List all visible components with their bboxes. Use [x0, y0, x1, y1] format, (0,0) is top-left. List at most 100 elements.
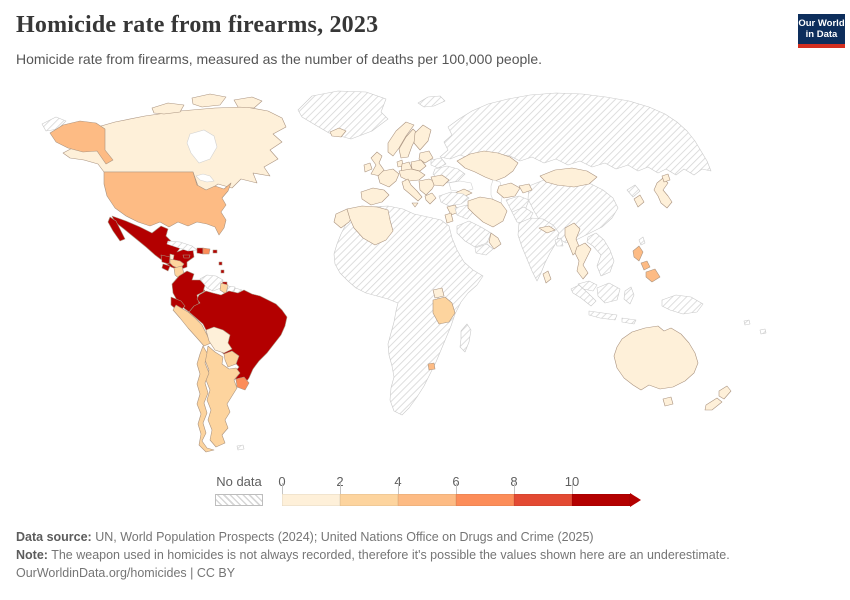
- country-kyrgyzstan[interactable]: [518, 183, 533, 194]
- country-russia[interactable]: [439, 92, 712, 176]
- legend-segment-4-6[interactable]: [398, 494, 456, 506]
- country-japan-hokkaido[interactable]: [661, 173, 671, 183]
- country-central-europe[interactable]: [398, 168, 426, 182]
- country-jamaica[interactable]: [182, 254, 191, 259]
- legend-tickmark: [572, 483, 573, 494]
- legend-segment-10plus[interactable]: [572, 494, 630, 506]
- country-sri-lanka[interactable]: [542, 270, 552, 284]
- country-japan[interactable]: [653, 177, 673, 209]
- country-greenland[interactable]: [297, 90, 389, 140]
- country-guatemala[interactable]: [160, 254, 171, 265]
- country-norway[interactable]: [387, 121, 415, 157]
- legend-arrow: [630, 493, 641, 507]
- legend-segment-6-8[interactable]: [456, 494, 514, 506]
- country-uruguay[interactable]: [235, 376, 250, 391]
- country-new-guinea[interactable]: [661, 294, 704, 315]
- country-philippines[interactable]: [632, 245, 644, 262]
- country-indonesia-lesser-sunda[interactable]: [621, 317, 637, 325]
- legend-tick-0: 0: [278, 474, 286, 489]
- legend-tick-2: 2: [336, 474, 344, 489]
- country-balkans[interactable]: [418, 178, 437, 196]
- country-pacific-islands[interactable]: [759, 328, 767, 335]
- country-france[interactable]: [377, 168, 400, 188]
- country-poland[interactable]: [410, 159, 427, 172]
- country-usa[interactable]: [103, 171, 232, 236]
- country-nepal[interactable]: [538, 225, 556, 234]
- country-haiti[interactable]: [196, 247, 204, 255]
- country-indonesia-sumatra[interactable]: [570, 284, 597, 307]
- country-finland[interactable]: [413, 124, 432, 151]
- legend-segment-2-4[interactable]: [340, 494, 398, 506]
- country-bolivia[interactable]: [205, 326, 233, 354]
- country-indonesia-java[interactable]: [588, 310, 618, 321]
- country-canada-arctic[interactable]: [233, 96, 263, 109]
- country-canada-arctic[interactable]: [151, 102, 185, 115]
- country-thailand[interactable]: [574, 242, 592, 280]
- country-bangladesh[interactable]: [554, 237, 564, 247]
- country-mongolia[interactable]: [539, 167, 598, 188]
- country-mexico-baja[interactable]: [107, 216, 126, 242]
- country-dominican-republic[interactable]: [202, 247, 211, 255]
- country-romania-bulgaria[interactable]: [430, 174, 450, 187]
- country-philippines[interactable]: [645, 268, 661, 283]
- country-saudi-arabia[interactable]: [456, 220, 492, 248]
- country-italy[interactable]: [401, 178, 423, 202]
- country-iran[interactable]: [467, 196, 508, 228]
- country-russia-wrap[interactable]: [41, 116, 67, 132]
- legend-no-data-swatch[interactable]: [215, 494, 263, 506]
- country-vietnam-laos[interactable]: [586, 232, 615, 277]
- country-canada-arctic[interactable]: [191, 93, 227, 108]
- footer-license-link[interactable]: OurWorldinData.org/homicides | CC BY: [16, 566, 236, 580]
- country-australia-tasmania[interactable]: [662, 396, 674, 407]
- country-ireland[interactable]: [363, 162, 373, 173]
- country-greece[interactable]: [424, 192, 437, 205]
- country-brazil[interactable]: [188, 289, 288, 386]
- country-svalbard[interactable]: [417, 95, 446, 108]
- country-madagascar[interactable]: [459, 323, 472, 353]
- country-kazakhstan[interactable]: [456, 150, 519, 182]
- country-oman[interactable]: [488, 232, 502, 250]
- country-iceland[interactable]: [329, 127, 347, 138]
- country-pacific-islands[interactable]: [743, 319, 751, 326]
- country-algeria[interactable]: [346, 205, 394, 246]
- country-new-zealand-south[interactable]: [704, 397, 723, 411]
- country-puerto-rico[interactable]: [212, 249, 218, 254]
- country-israel-jordan[interactable]: [444, 212, 454, 224]
- country-cuba[interactable]: [166, 240, 198, 252]
- legend-segment-0-2[interactable]: [282, 494, 340, 506]
- country-indonesia-sulawesi[interactable]: [623, 286, 635, 305]
- legend-tickmark: [340, 483, 341, 494]
- country-baltics[interactable]: [418, 150, 434, 164]
- country-paraguay[interactable]: [223, 350, 240, 368]
- country-lesser-antilles[interactable]: [220, 269, 225, 274]
- country-central-asia[interactable]: [496, 182, 521, 199]
- country-north-korea[interactable]: [626, 184, 641, 198]
- footer-note-label: Note:: [16, 548, 48, 562]
- country-belarus[interactable]: [430, 157, 447, 169]
- country-italy-sicily[interactable]: [411, 202, 419, 208]
- country-lesser-antilles[interactable]: [218, 261, 223, 266]
- country-usa-alaska[interactable]: [49, 120, 114, 165]
- country-australia[interactable]: [613, 325, 699, 391]
- country-peru[interactable]: [172, 304, 212, 347]
- country-uk[interactable]: [370, 151, 385, 177]
- country-taiwan[interactable]: [638, 236, 646, 246]
- country-india[interactable]: [517, 217, 560, 282]
- country-uganda[interactable]: [432, 287, 445, 299]
- country-new-zealand-north[interactable]: [718, 385, 732, 400]
- country-tanzania[interactable]: [432, 296, 456, 325]
- country-spain-portugal[interactable]: [360, 187, 390, 206]
- country-chile[interactable]: [196, 345, 215, 453]
- country-eswatini[interactable]: [427, 362, 436, 371]
- country-argentina[interactable]: [204, 345, 241, 448]
- country-philippines[interactable]: [640, 260, 651, 271]
- country-south-korea[interactable]: [633, 194, 645, 208]
- owid-logo[interactable]: Our World in Data: [798, 14, 845, 48]
- country-el-salvador[interactable]: [161, 263, 171, 272]
- country-falkland-islands[interactable]: [236, 444, 245, 451]
- legend-segment-8-10[interactable]: [514, 494, 572, 506]
- country-turkey[interactable]: [438, 191, 470, 207]
- country-yemen[interactable]: [474, 243, 494, 256]
- continent-africa-nodata[interactable]: [333, 205, 484, 416]
- country-indonesia-borneo[interactable]: [596, 282, 621, 304]
